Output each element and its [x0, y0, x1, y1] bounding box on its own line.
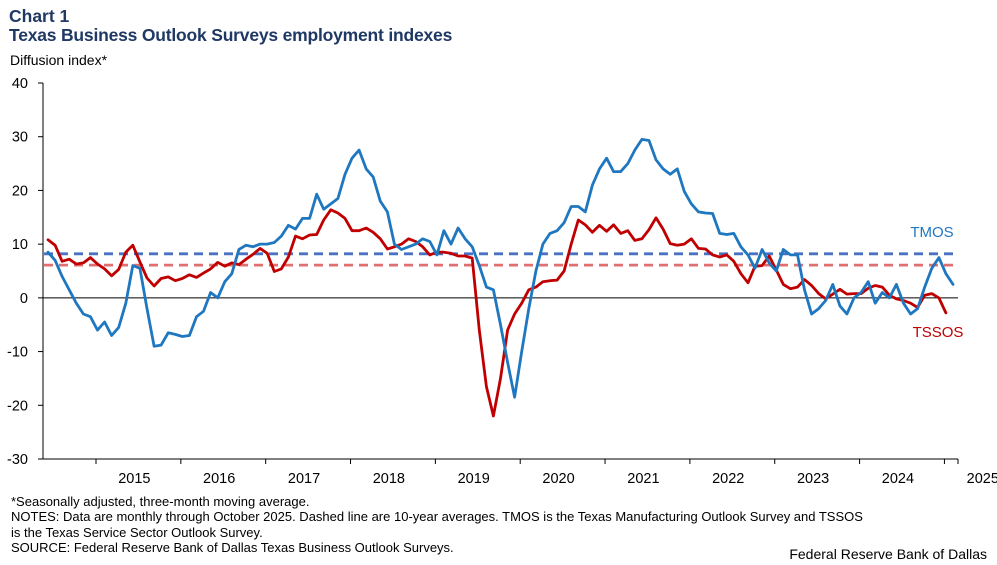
notes-line-1: NOTES: Data are monthly through October … — [11, 509, 863, 525]
x-tick-label: 2016 — [203, 471, 235, 487]
x-tick-label: 2023 — [797, 471, 829, 487]
y-tick-label: 40 — [12, 76, 28, 92]
x-tick-label: 2015 — [118, 471, 150, 487]
y-axis-label: Diffusion index* — [10, 52, 108, 68]
y-tick-label: -20 — [7, 398, 28, 414]
tmos-series-line — [46, 137, 955, 399]
y-tick-label: -10 — [7, 345, 28, 361]
x-tick-label: 2025 — [967, 471, 997, 487]
chart-label: Chart 1 — [9, 6, 70, 26]
chart-notes: *Seasonally adjusted, three-month moving… — [11, 494, 986, 555]
y-tick-label: 20 — [12, 183, 28, 199]
x-tick-label: 2019 — [458, 471, 490, 487]
footnote: *Seasonally adjusted, three-month moving… — [11, 494, 310, 509]
tssos-series-line — [46, 208, 948, 418]
y-tick-label: 30 — [12, 130, 28, 146]
y-tick-label: -30 — [7, 452, 28, 468]
credit-line: Federal Reserve Bank of Dallas — [789, 546, 987, 562]
notes-line-2: is the Texas Service Sector Outlook Surv… — [11, 524, 263, 540]
x-tick-label: 2022 — [712, 471, 744, 487]
y-tick-label: 10 — [12, 237, 28, 253]
x-tick-label: 2024 — [882, 471, 914, 487]
chart-title: Texas Business Outlook Surveys employmen… — [9, 25, 453, 45]
x-tick-label: 2020 — [542, 471, 574, 487]
x-tick-label: 2021 — [627, 471, 659, 487]
source-note: SOURCE: Federal Reserve Bank of Dallas T… — [11, 539, 454, 555]
x-tick-label: 2018 — [373, 471, 405, 487]
y-tick-label: 0 — [20, 291, 28, 307]
x-tick-label: 2017 — [288, 471, 320, 487]
tssos-series-label: TSSOS — [913, 324, 964, 341]
tmos-series-label: TMOS — [910, 224, 953, 241]
